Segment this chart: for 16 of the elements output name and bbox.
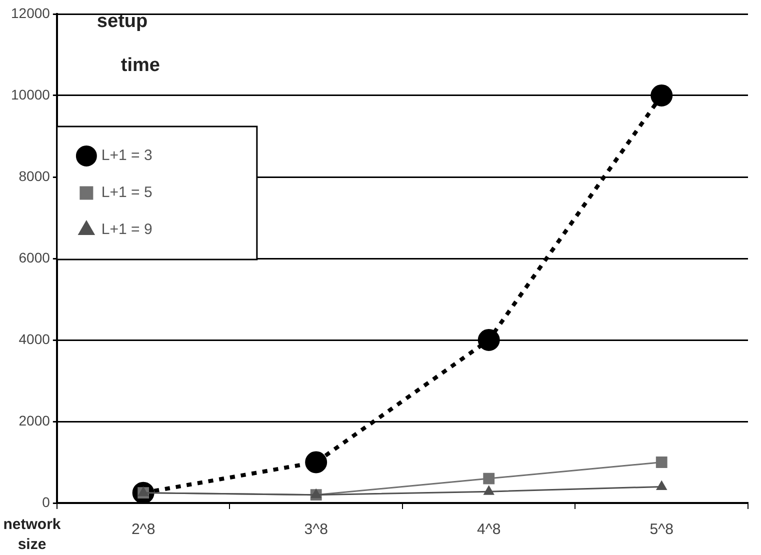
y-tick-label: 4000 [18,330,50,347]
legend-label: L+1 = 5 [101,184,152,202]
y-tick-label: 0 [42,494,50,510]
x-tick-label: 2^8 [131,521,156,538]
x-axis-title: network size [3,516,62,554]
y-tick-label: 10000 [10,86,50,102]
x-tick-label: 4^8 [476,521,501,538]
y-tick-label: 12000 [10,4,50,21]
text: setup time [96,11,160,76]
y-tick-label: 2000 [18,412,50,428]
legend-label: L+1 = 9 [101,221,152,238]
y-tick-label: 8000 [18,168,50,184]
x-tick-label: 3^8 [304,521,328,538]
y-tick-label: 6000 [18,249,50,266]
legend-label: L+1 = 3 [101,147,152,164]
x-tick-label: 5^8 [650,521,674,538]
